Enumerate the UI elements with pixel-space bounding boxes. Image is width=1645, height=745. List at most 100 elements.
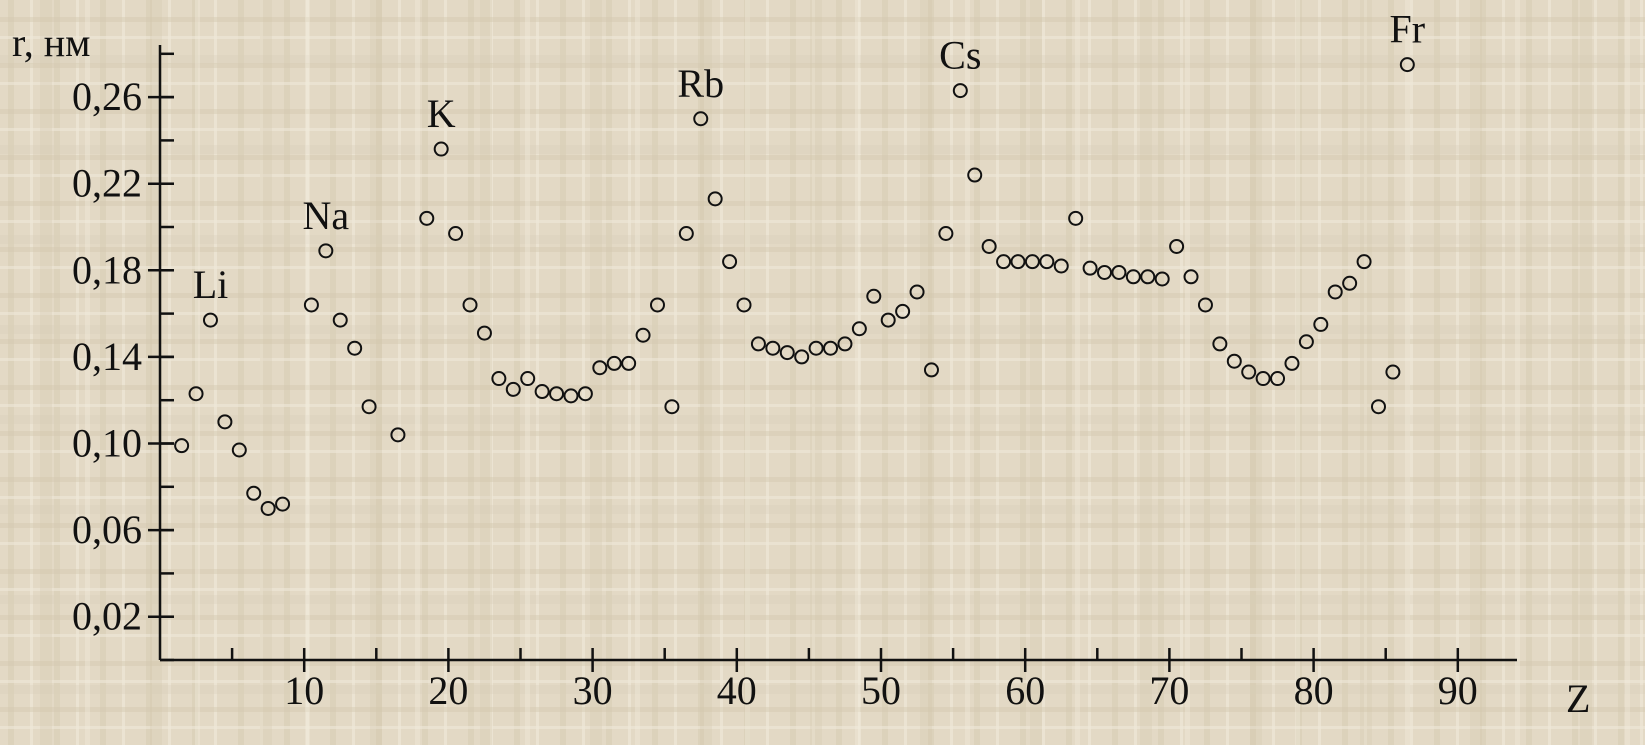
data-point bbox=[722, 254, 738, 270]
data-point bbox=[246, 485, 262, 501]
data-point bbox=[361, 399, 377, 415]
x-tick-label: 60 bbox=[1005, 668, 1045, 713]
data-point bbox=[1183, 269, 1199, 285]
x-tick-label: 80 bbox=[1294, 668, 1334, 713]
data-point bbox=[779, 345, 795, 361]
data-point bbox=[736, 297, 752, 313]
data-point bbox=[664, 399, 680, 415]
data-point bbox=[895, 303, 911, 319]
x-tick-label: 20 bbox=[428, 668, 468, 713]
data-point bbox=[707, 191, 723, 207]
element-labels: Li Na K Rb Cs Fr bbox=[193, 7, 1425, 307]
data-point bbox=[1039, 254, 1055, 270]
y-tick-label: 0,14 bbox=[72, 334, 142, 379]
data-point bbox=[1270, 371, 1286, 387]
data-point bbox=[275, 496, 291, 512]
data-point bbox=[693, 111, 709, 127]
data-point bbox=[1241, 364, 1257, 380]
data-point bbox=[174, 438, 190, 454]
data-point bbox=[448, 225, 464, 241]
data-point bbox=[866, 288, 882, 304]
data-point bbox=[1125, 269, 1141, 285]
data-point bbox=[794, 349, 810, 365]
data-point bbox=[938, 225, 954, 241]
x-tick-label: 10 bbox=[284, 668, 324, 713]
y-tick-label: 0,06 bbox=[72, 507, 142, 552]
data-point bbox=[1212, 336, 1228, 352]
y-tick-label: 0,10 bbox=[72, 421, 142, 466]
y-tick-label: 0,02 bbox=[72, 594, 142, 639]
data-point bbox=[476, 325, 492, 341]
data-point bbox=[1068, 210, 1084, 226]
data-point bbox=[1313, 316, 1329, 332]
data-point bbox=[1140, 269, 1156, 285]
data-point bbox=[1255, 371, 1271, 387]
data-point bbox=[1169, 238, 1185, 254]
data-point bbox=[1024, 254, 1040, 270]
data-point bbox=[1385, 364, 1401, 380]
x-tick-label: 40 bbox=[717, 668, 757, 713]
x-tick-label: 70 bbox=[1149, 668, 1189, 713]
element-label-fr: Fr bbox=[1390, 7, 1426, 52]
data-point bbox=[505, 381, 521, 397]
axes bbox=[158, 45, 1517, 662]
data-point bbox=[981, 238, 997, 254]
data-point bbox=[303, 297, 319, 313]
data-point bbox=[1298, 334, 1314, 350]
data-point bbox=[462, 297, 478, 313]
x-tick-label: 50 bbox=[861, 668, 901, 713]
data-point bbox=[217, 414, 233, 430]
data-point bbox=[1356, 254, 1372, 270]
data-point bbox=[909, 284, 925, 300]
data-point bbox=[880, 312, 896, 328]
data-point bbox=[1197, 297, 1213, 313]
data-point bbox=[332, 312, 348, 328]
y-tick-label: 0,18 bbox=[72, 247, 142, 292]
data-point bbox=[952, 83, 968, 99]
element-label-na: Na bbox=[303, 193, 350, 238]
data-point bbox=[1370, 399, 1386, 415]
data-point bbox=[851, 321, 867, 337]
data-point bbox=[520, 371, 536, 387]
data-point bbox=[823, 340, 839, 356]
data-point bbox=[1399, 57, 1415, 73]
data-point bbox=[1111, 264, 1127, 280]
y-axis-title: r, нм bbox=[12, 20, 90, 65]
data-point bbox=[808, 340, 824, 356]
data-point bbox=[923, 362, 939, 378]
data-point bbox=[260, 500, 276, 516]
element-label-cs: Cs bbox=[939, 33, 981, 78]
data-point bbox=[967, 167, 983, 183]
data-point bbox=[592, 360, 608, 376]
data-point bbox=[649, 297, 665, 313]
data-point bbox=[563, 388, 579, 404]
data-point bbox=[188, 386, 204, 402]
x-axis-title: Z bbox=[1566, 676, 1590, 721]
element-label-rb: Rb bbox=[677, 61, 724, 106]
data-point bbox=[318, 243, 334, 259]
data-point bbox=[419, 210, 435, 226]
data-point bbox=[347, 340, 363, 356]
y-tick-label: 0,22 bbox=[72, 161, 142, 206]
data-point bbox=[202, 312, 218, 328]
y-tick-label: 0,26 bbox=[72, 74, 142, 119]
data-point bbox=[1327, 284, 1343, 300]
data-point bbox=[635, 327, 651, 343]
y-axis-ticks: 0,02 0,06 0,10 0,14 0,18 0,22 0,26 bbox=[72, 52, 174, 662]
x-axis-ticks: 10 20 30 40 50 60 70 80 90 bbox=[230, 648, 1478, 713]
element-label-li: Li bbox=[193, 262, 229, 307]
element-label-k: K bbox=[427, 91, 456, 136]
data-point bbox=[534, 384, 550, 400]
x-tick-label: 30 bbox=[573, 668, 613, 713]
data-point bbox=[1010, 254, 1026, 270]
data-point bbox=[1342, 275, 1358, 291]
data-point bbox=[765, 340, 781, 356]
data-point bbox=[1154, 271, 1170, 287]
data-point bbox=[606, 355, 622, 371]
data-point bbox=[837, 336, 853, 352]
data-point bbox=[1097, 264, 1113, 280]
data-point bbox=[549, 386, 565, 402]
data-points bbox=[174, 57, 1415, 516]
